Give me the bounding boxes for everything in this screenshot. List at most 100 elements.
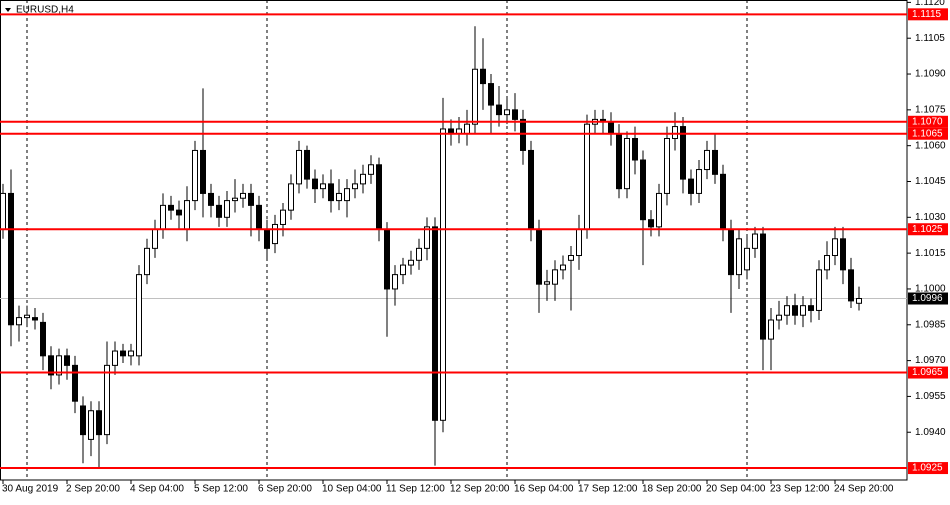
candle-body	[464, 123, 470, 135]
level-label: 1.1065	[912, 128, 943, 139]
y-tick-label: 1.1060	[915, 140, 946, 151]
x-tick-label: 5 Sep 12:00	[194, 484, 248, 495]
candle-body	[48, 355, 54, 376]
candle-body	[360, 173, 366, 185]
candle-body	[8, 192, 14, 326]
candle-body	[152, 228, 158, 249]
candle-body	[696, 169, 702, 194]
candle-body	[568, 255, 574, 261]
x-tick-label: 2 Sep 20:00	[66, 484, 120, 495]
x-tick-label: 30 Aug 2019	[2, 484, 59, 495]
x-tick-label: 24 Sep 20:00	[834, 484, 894, 495]
level-label-box	[908, 223, 948, 236]
candle-body	[824, 255, 830, 271]
candle-body	[160, 204, 166, 230]
candle-body	[784, 305, 790, 316]
y-tick-label: 1.1090	[915, 69, 946, 80]
candle-body	[416, 247, 422, 261]
candle-body	[648, 219, 654, 228]
candle-body	[232, 197, 238, 202]
candle-body	[424, 226, 430, 249]
candle-body	[96, 410, 102, 436]
candle-body	[536, 228, 542, 285]
y-tick-label: 1.1045	[915, 176, 946, 187]
candle-body	[184, 200, 190, 230]
candle-body	[856, 298, 862, 304]
candle-body	[200, 149, 206, 194]
candle-body	[248, 192, 254, 206]
candle-body	[496, 104, 502, 116]
y-tick-label: 1.1000	[915, 284, 946, 295]
level-label: 1.0925	[912, 463, 943, 474]
level-label: 1.1070	[912, 116, 943, 127]
candle-body	[480, 68, 486, 85]
y-tick-label: 1.0955	[915, 391, 946, 402]
candle-body	[40, 321, 46, 357]
candle-body	[408, 259, 414, 266]
candle-body	[192, 149, 198, 202]
candle-body	[624, 138, 630, 190]
candle-body	[72, 364, 78, 402]
candle-body	[720, 173, 726, 230]
candle-body	[544, 281, 550, 285]
level-label-box	[908, 8, 948, 21]
candle-body	[728, 228, 734, 276]
candle-body	[16, 317, 22, 326]
candle-body	[168, 204, 174, 211]
title-arrow[interactable]	[5, 8, 11, 12]
candle-body	[88, 410, 94, 440]
level-label: 1.0965	[912, 367, 943, 378]
candle-body	[320, 183, 326, 190]
candle-body	[520, 118, 526, 151]
candle-body	[632, 138, 638, 161]
y-tick-label: 1.0970	[915, 355, 946, 366]
candle-body	[240, 192, 246, 199]
candle-body	[128, 350, 134, 357]
candle-body	[344, 188, 350, 202]
candle-body	[208, 192, 214, 206]
plot-frame	[0, 0, 908, 481]
x-tick-label: 6 Sep 20:00	[258, 484, 312, 495]
candle-body	[848, 269, 854, 302]
x-tick-label: 18 Sep 20:00	[642, 484, 702, 495]
candle-body	[472, 68, 478, 125]
candle-body	[144, 247, 150, 276]
candle-body	[608, 121, 614, 135]
candle-body	[104, 364, 110, 436]
candle-body	[256, 204, 262, 230]
x-tick-label: 11 Sep 12:00	[386, 484, 445, 495]
candle-body	[216, 204, 222, 218]
candle-body	[504, 109, 510, 116]
candle-body	[528, 149, 534, 230]
level-label-box	[908, 462, 948, 475]
candle-body	[400, 264, 406, 276]
x-tick-label: 17 Sep 12:00	[578, 484, 638, 495]
candle-body	[352, 183, 358, 190]
y-tick-label: 1.1105	[915, 33, 945, 44]
level-label-box	[908, 115, 948, 128]
candle-body	[512, 109, 518, 120]
candle-body	[24, 314, 30, 319]
level-label-box	[908, 127, 948, 140]
y-tick-label: 1.1015	[915, 248, 946, 259]
candle-body	[288, 183, 294, 211]
candle-body	[368, 164, 374, 175]
candle-body	[744, 247, 750, 271]
candle-body	[712, 149, 718, 175]
candle-body	[296, 149, 302, 185]
candle-body	[304, 149, 310, 180]
candle-body	[312, 178, 318, 190]
candle-body	[800, 305, 806, 316]
y-tick-label: 1.1075	[915, 104, 946, 115]
x-tick-label: 23 Sep 12:00	[770, 484, 830, 495]
candle-body	[80, 405, 86, 436]
candle-body	[808, 305, 814, 311]
candle-body	[680, 126, 686, 180]
candle-body	[576, 228, 582, 257]
x-tick-label: 4 Sep 04:00	[130, 484, 184, 495]
candle-body	[328, 183, 334, 202]
candle-body	[688, 178, 694, 194]
candle-body	[816, 269, 822, 311]
candle-body	[56, 355, 62, 376]
